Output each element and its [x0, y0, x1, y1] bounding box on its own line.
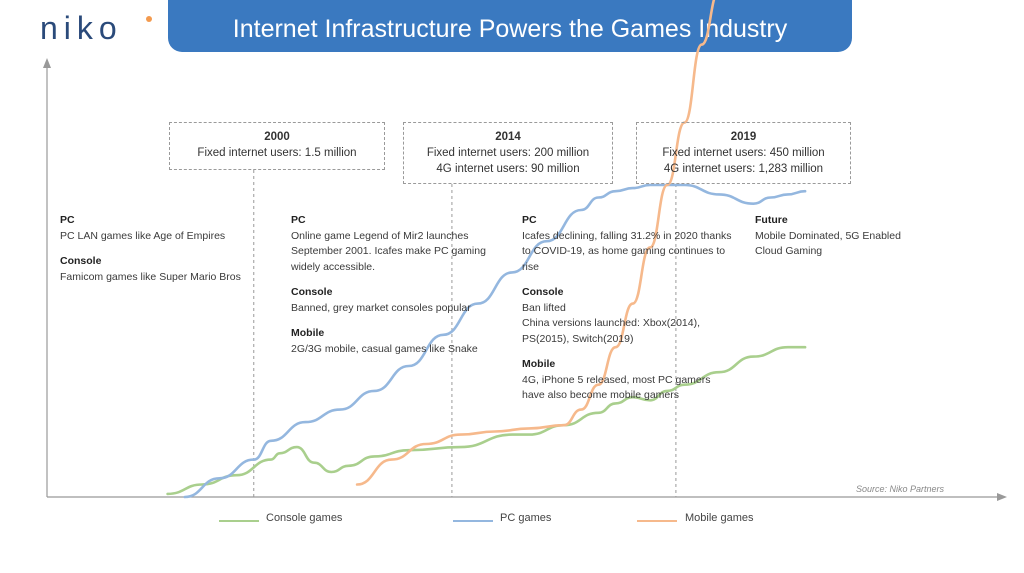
- era-future-notes: Future Mobile Dominated, 5G Enabled Clou…: [755, 213, 930, 260]
- milestone-line: Fixed internet users: 200 million: [426, 147, 590, 159]
- late-console-head: Console: [522, 286, 564, 298]
- milestone-line: 4G internet users: 90 million: [436, 163, 580, 175]
- pc-games-line: [183, 183, 807, 499]
- milestone-2014-box: 2014 Fixed internet users: 200 million 4…: [403, 122, 613, 184]
- mid-console-text: Banned, grey market consoles popular: [291, 301, 471, 314]
- early-pc-head: PC: [60, 214, 75, 226]
- milestone-2019-box: 2019 Fixed internet users: 450 million 4…: [636, 122, 851, 184]
- mid-console-head: Console: [291, 286, 333, 298]
- late-console-text-1: Ban lifted: [522, 301, 566, 314]
- legend-console-swatch: [219, 520, 259, 522]
- legend-pc-swatch: [453, 520, 493, 522]
- y-axis-arrow: [43, 58, 51, 68]
- early-pc-text: PC LAN games like Age of Empires: [60, 229, 226, 242]
- mid-pc-text: Online game Legend of Mir2 launches Sept…: [291, 229, 486, 273]
- late-pc-text: Icafes declining, falling 31.2% in 2020 …: [522, 229, 732, 273]
- x-axis-arrow: [997, 493, 1007, 501]
- legend-console-label: Console games: [266, 512, 343, 524]
- legend-mobile-swatch: [637, 520, 677, 522]
- milestone-year: 2000: [264, 131, 290, 143]
- mid-pc-head: PC: [291, 214, 306, 226]
- era-early-notes: PC PC LAN games like Age of Empires Cons…: [60, 213, 265, 285]
- early-console-text: Famicom games like Super Mario Bros: [60, 270, 241, 283]
- milestone-year: 2019: [730, 131, 757, 143]
- legend-mobile-label: Mobile games: [685, 512, 754, 524]
- logo-dot: [146, 16, 152, 22]
- late-mobile-head: Mobile: [522, 358, 556, 370]
- mid-mobile-head: Mobile: [291, 327, 325, 339]
- late-mobile-text: 4G, iPhone 5 released, most PC gamers ha…: [522, 373, 711, 402]
- milestone-line: Fixed internet users: 1.5 million: [197, 147, 357, 159]
- source-note: Source: Niko Partners: [856, 484, 945, 494]
- milestone-line: 4G internet users: 1,283 million: [663, 163, 824, 175]
- niko-logo: niko: [40, 10, 123, 46]
- milestone-2000-box: 2000 Fixed internet users: 1.5 million: [169, 122, 385, 170]
- mid-mobile-text: 2G/3G mobile, casual games like Snake: [291, 342, 478, 355]
- late-pc-head: PC: [522, 214, 537, 226]
- milestone-line: Fixed internet users: 450 million: [662, 147, 825, 159]
- early-console-head: Console: [60, 255, 102, 267]
- era-late-notes: PC Icafes declining, falling 31.2% in 20…: [522, 213, 732, 404]
- milestone-year: 2014: [495, 131, 521, 143]
- legend-pc-label: PC games: [500, 512, 552, 524]
- page-title: Internet Infrastructure Powers the Games…: [168, 0, 852, 52]
- future-text: Mobile Dominated, 5G Enabled Cloud Gamin…: [755, 229, 901, 258]
- era-mid-notes: PC Online game Legend of Mir2 launches S…: [291, 213, 501, 357]
- future-head: Future: [755, 214, 788, 226]
- late-console-text-2: China versions launched: Xbox(2014), PS(…: [522, 317, 701, 345]
- mobile-games-line: [355, 0, 716, 486]
- console-games-line: [166, 345, 807, 496]
